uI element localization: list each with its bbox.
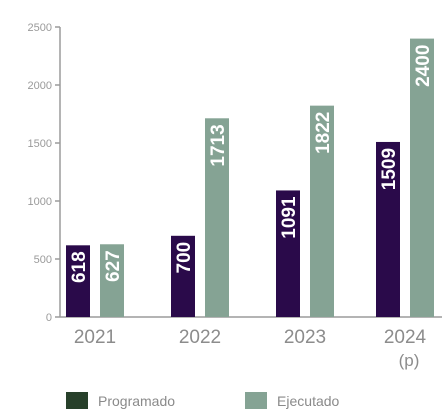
bar-value-label: 1822 xyxy=(313,112,334,154)
bar-ejecutado-2023 xyxy=(310,105,334,317)
x-tick-sublabel: (p) xyxy=(399,351,420,370)
bar-value-label: 618 xyxy=(69,251,90,283)
legend-swatch-ejecutado xyxy=(245,392,268,409)
bar-ejecutado-2024 xyxy=(410,38,434,317)
y-tick-label: 1500 xyxy=(28,138,52,150)
bar-value-label: 700 xyxy=(174,242,195,274)
legend-item-programado: Programado xyxy=(66,392,175,409)
x-tick-label: 2023 xyxy=(284,327,326,348)
legend-label-programado: Programado xyxy=(98,392,176,409)
legend: Programado Ejecutado xyxy=(66,392,339,409)
bar-value-label: 627 xyxy=(103,250,124,282)
legend-item-ejecutado: Ejecutado xyxy=(245,392,339,409)
x-tick-label: 2022 xyxy=(179,327,221,348)
bar-programado-2021 xyxy=(66,245,90,317)
y-tick-label: 0 xyxy=(46,312,52,324)
bars-group: 618 627 700 1713 1091 1822 1509 2400 xyxy=(66,38,434,318)
bar-ejecutado-2021 xyxy=(100,244,124,317)
y-axis: 0 500 1000 1500 2000 2500 xyxy=(28,22,61,324)
bar-programado-2024 xyxy=(376,141,400,317)
bar-value-label: 1509 xyxy=(379,148,400,190)
bar-programado-2022 xyxy=(171,235,195,317)
y-tick-label: 2500 xyxy=(28,22,52,34)
y-tick-label: 1000 xyxy=(28,196,52,208)
bar-ejecutado-2022 xyxy=(205,118,229,318)
bar-programado-2023 xyxy=(276,190,300,317)
y-tick-label: 2000 xyxy=(28,80,52,92)
bar-value-label: 2400 xyxy=(413,45,434,87)
bar-value-label: 1091 xyxy=(279,196,300,239)
category-labels: 2021 2022 2023 2024 (p) xyxy=(74,327,427,370)
y-tick-label: 500 xyxy=(34,254,52,266)
x-tick-label: 2021 xyxy=(74,327,116,348)
legend-label-ejecutado: Ejecutado xyxy=(277,392,340,409)
x-tick-label: 2024 xyxy=(384,327,427,348)
bar-chart: 0 500 1000 1500 2000 2500 618 627 700 1713 1091 18… xyxy=(28,22,442,370)
legend-swatch-programado xyxy=(66,392,88,409)
bar-value-label: 1713 xyxy=(208,124,229,166)
